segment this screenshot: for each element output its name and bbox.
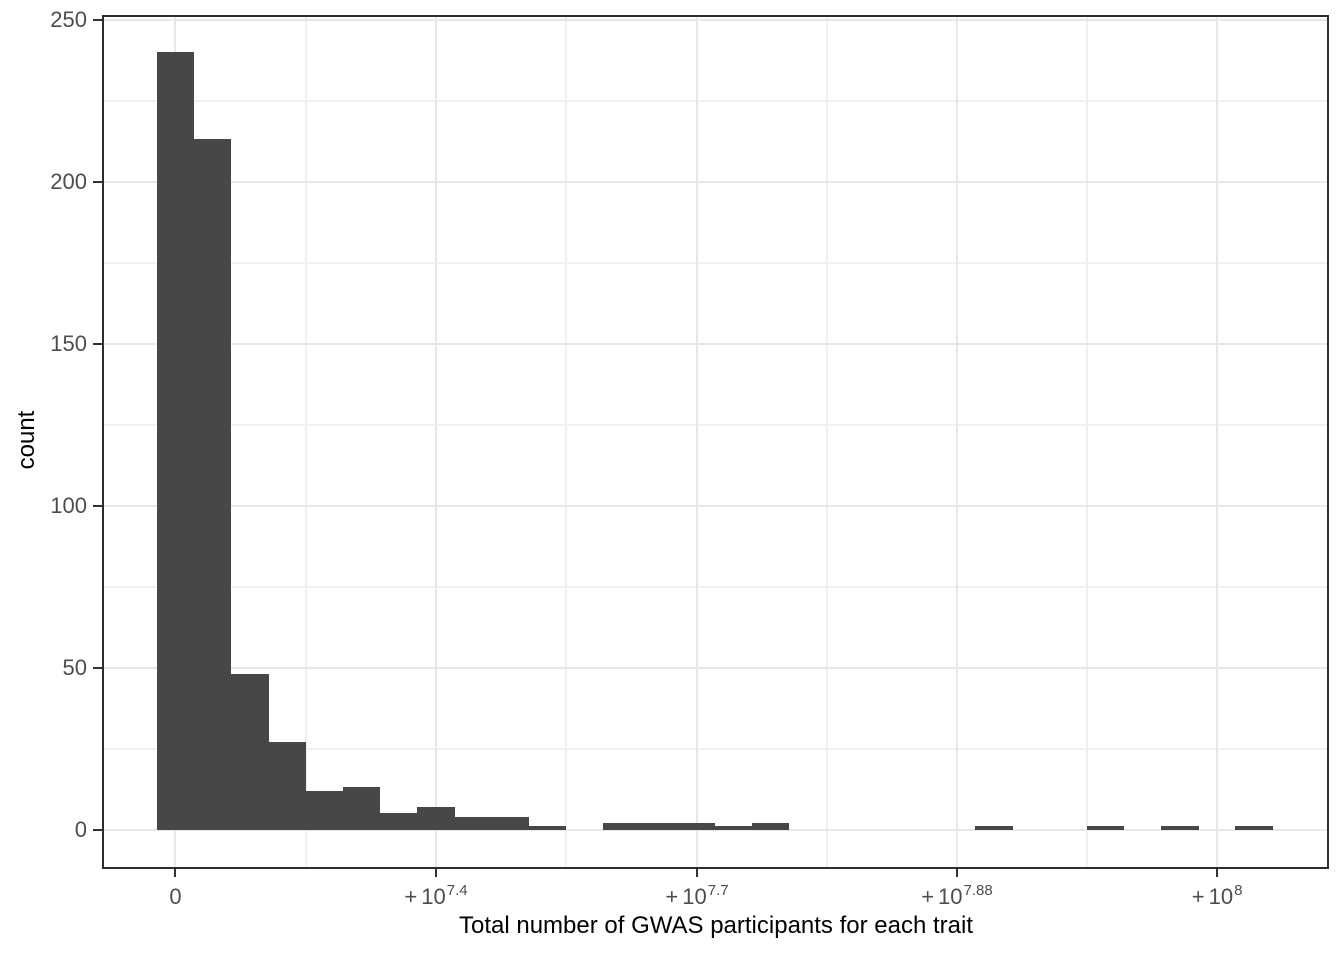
plus-sign: + [665, 884, 679, 909]
gridline-major-y [102, 504, 1329, 507]
x-tick-label: 0 [169, 884, 181, 910]
histogram-bar [268, 742, 306, 830]
histogram-bar [156, 51, 195, 830]
histogram-bar [974, 826, 1013, 830]
y-tick-mark [93, 828, 102, 831]
gridline-major-y [102, 180, 1329, 183]
tick-mantissa: 10 [1208, 884, 1234, 909]
histogram-bar [714, 826, 753, 830]
tick-exponent: 7.4 [446, 882, 468, 899]
plus-sign: + [404, 884, 418, 909]
x-tick-mark [1216, 869, 1219, 877]
y-tick-label: 250 [50, 6, 87, 32]
x-tick-label: +108 [1191, 882, 1243, 913]
histogram-bar [677, 823, 716, 830]
gridline-minor-x [1086, 15, 1089, 869]
gridline-minor-y [102, 423, 1329, 426]
gridline-major-y [102, 666, 1329, 669]
tick-mantissa: 10 [421, 884, 446, 909]
gridline-major-y [102, 18, 1329, 21]
gridline-major-y [102, 828, 1329, 831]
histogram-bar [379, 813, 418, 830]
y-tick-mark [93, 342, 102, 345]
plus-sign: + [1191, 884, 1205, 909]
y-tick-label: 50 [62, 654, 87, 680]
histogram-bar [640, 823, 678, 830]
histogram-bar [751, 823, 790, 830]
y-tick-mark [93, 180, 102, 183]
y-tick-mark [93, 18, 102, 21]
gridline-minor-x [304, 15, 307, 869]
y-tick-label: 200 [50, 168, 87, 194]
gridline-major-x [695, 15, 698, 869]
panel-border [102, 15, 1329, 869]
tick-mantissa: 10 [682, 884, 707, 909]
gridline-minor-y [102, 585, 1329, 588]
tick-exponent: 8 [1234, 882, 1243, 899]
gridline-minor-x [565, 15, 568, 869]
y-tick-mark [93, 504, 102, 507]
x-tick-mark [955, 869, 958, 877]
histogram-bar [193, 139, 232, 830]
x-axis-title: Total number of GWAS participants for ea… [459, 912, 973, 939]
histogram-bar [602, 823, 641, 830]
gridline-major-y [102, 342, 1329, 345]
y-tick-label: 0 [74, 816, 87, 842]
x-tick-mark [695, 869, 698, 877]
x-tick-label: +107.88 [921, 882, 993, 913]
gridline-major-x [955, 15, 958, 869]
gridline-minor-y [102, 747, 1329, 750]
histogram-bar [230, 673, 269, 830]
gridline-minor-y [102, 261, 1329, 264]
tick-exponent: 7.7 [707, 882, 729, 899]
x-tick-label: +107.7 [665, 882, 729, 913]
histogram-bar [491, 816, 529, 830]
gridline-major-x [1216, 15, 1219, 869]
y-tick-mark [93, 666, 102, 669]
gridline-minor-x [825, 15, 828, 869]
x-tick-mark [434, 869, 437, 877]
y-tick-label: 100 [50, 492, 87, 518]
histogram-bar [1235, 826, 1274, 830]
gridline-major-x [434, 15, 437, 869]
histogram-bar [1160, 826, 1199, 830]
tick-mantissa: 10 [938, 884, 963, 909]
plus-sign: + [921, 884, 935, 909]
tick-mantissa: 0 [169, 884, 182, 909]
tick-exponent: 7.88 [963, 882, 993, 899]
x-tick-mark [174, 869, 177, 877]
histogram-bar [305, 790, 343, 830]
plot-panel [102, 15, 1329, 869]
y-axis-title: count [13, 410, 40, 470]
histogram-bar [454, 816, 492, 830]
y-tick-label: 150 [50, 330, 87, 356]
histogram-bar [1086, 826, 1125, 830]
histogram-bar [342, 787, 381, 830]
x-tick-label: +107.4 [404, 882, 468, 913]
gridline-minor-y [102, 99, 1329, 102]
histogram-bar [416, 806, 455, 830]
histogram-bar [528, 826, 567, 830]
